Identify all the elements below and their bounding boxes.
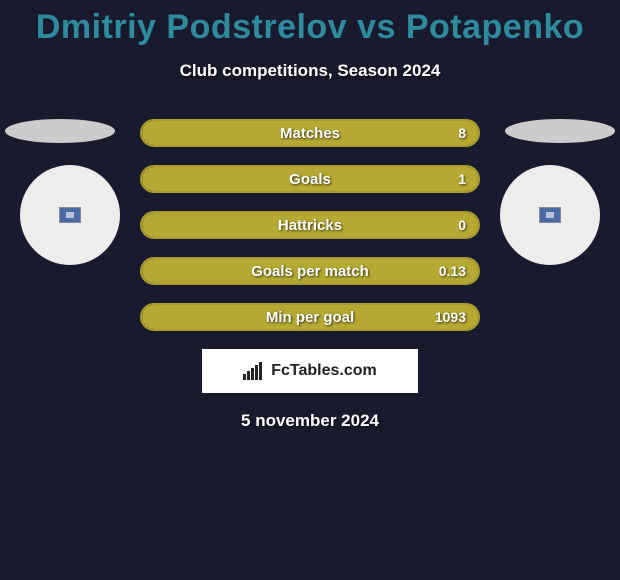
stat-bar-matches: Matches 8 (140, 119, 480, 147)
subtitle: Club competitions, Season 2024 (0, 61, 620, 81)
stat-label: Matches (142, 121, 478, 145)
comparison-title: Dmitriy Podstrelov vs Potapenko (0, 0, 620, 47)
brand-bar-icon (243, 362, 265, 380)
stat-bar-goals: Goals 1 (140, 165, 480, 193)
stat-bar-hattricks: Hattricks 0 (140, 211, 480, 239)
player2-name: Potapenko (406, 8, 584, 46)
decor-ellipse-left (5, 119, 115, 143)
stat-value: 0.13 (439, 259, 466, 283)
footer-date: 5 november 2024 (0, 411, 620, 431)
stat-value: 8 (458, 121, 466, 145)
stat-label: Goals per match (142, 259, 478, 283)
stat-value: 0 (458, 213, 466, 237)
brand-box: FcTables.com (202, 349, 418, 393)
stat-bar-min-per-goal: Min per goal 1093 (140, 303, 480, 331)
stat-bar-goals-per-match: Goals per match 0.13 (140, 257, 480, 285)
player2-flag-icon (539, 207, 561, 223)
stat-label: Min per goal (142, 305, 478, 329)
decor-ellipse-right (505, 119, 615, 143)
stat-bars: Matches 8 Goals 1 Hattricks 0 Goals per … (140, 119, 480, 331)
stat-value: 1093 (435, 305, 466, 329)
player2-badge-circle (500, 165, 600, 265)
player1-name: Dmitriy Podstrelov (36, 8, 347, 46)
stat-label: Hattricks (142, 213, 478, 237)
player1-flag-icon (59, 207, 81, 223)
player1-badge-circle (20, 165, 120, 265)
stat-value: 1 (458, 167, 466, 191)
stat-label: Goals (142, 167, 478, 191)
vs-separator: vs (357, 8, 396, 46)
brand-text: FcTables.com (271, 362, 377, 380)
comparison-content: Matches 8 Goals 1 Hattricks 0 Goals per … (0, 119, 620, 431)
